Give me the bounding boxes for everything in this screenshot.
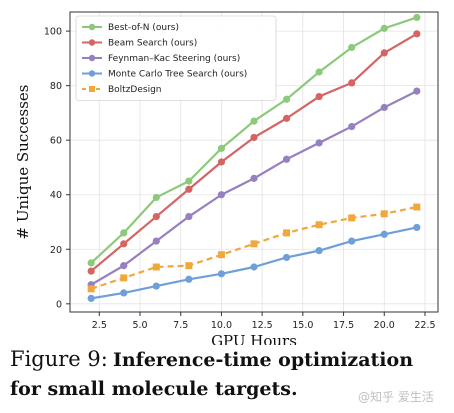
legend-marker [89,86,95,92]
data-point [120,262,128,270]
data-point [348,122,356,131]
legend-label: Best-of-N (ours) [108,23,179,33]
data-point [380,230,388,238]
y-tick-label: 60 [50,136,62,147]
data-point [185,275,193,283]
legend: Best-of-N (ours) Beam Search (ours) Feynma… [75,15,277,101]
y-axis-label: # Unique Successes [14,85,32,240]
data-point [413,13,421,22]
data-point [315,139,323,147]
x-tick-label: 17.5 [333,320,354,331]
plot-frame [69,11,439,313]
series-3 [87,223,421,302]
data-point [413,87,421,95]
x-axis-label: GPU Hours [211,332,297,345]
data-point [250,174,258,182]
data-point [380,49,388,57]
data-point [185,185,193,193]
data-point [120,274,128,282]
data-point [282,155,291,163]
x-tick-label: 2.5 [92,320,107,331]
data-point [87,267,95,275]
x-tick-label: 15.0 [292,320,313,331]
data-point [315,92,323,101]
legend-label: Beam Search (ours) [108,39,197,49]
y-axis-ticks: 0 20 40 60 80 100 [44,27,70,310]
data-point [87,259,95,267]
data-point [413,223,421,232]
y-tick-label: 20 [50,245,62,256]
data-point [120,240,128,248]
legend-label: Feynman–Kac Steering (ours) [108,54,240,64]
series-line [90,205,418,290]
x-tick-label: 5.0 [132,320,147,331]
data-point [315,221,323,229]
data-point [185,212,193,221]
data-point [315,68,323,76]
legend-marker [88,70,96,77]
data-point [250,117,258,125]
x-tick-label: 22.5 [414,320,435,331]
legend-marker [88,23,96,31]
data-point [348,43,356,52]
data-point [315,247,323,255]
y-tick-label: 40 [50,190,62,201]
data-point [348,79,356,87]
x-tick-label: 20.0 [374,320,395,331]
data-point [217,158,226,166]
data-point [380,24,388,32]
y-tick-label: 0 [56,299,62,310]
data-point [152,282,160,290]
data-point [152,237,160,245]
data-point [282,114,291,122]
data-point [152,193,160,202]
data-point [283,229,291,237]
caption-figure-number: Figure 9: [10,347,108,371]
line-chart: 2.5 5.0 7.5 10.0 12.5 15.0 17.5 20.0 22.5 0 20 40 6… [14,11,439,345]
series-1 [87,30,421,275]
legend-label: Monte Carlo Tree Search (ours) [108,70,247,80]
series-group [87,13,421,302]
series-0 [87,13,421,267]
x-tick-label: 7.5 [173,320,188,331]
data-point [185,262,193,270]
y-tick-label: 80 [50,81,62,92]
data-point [380,103,388,112]
legend-box [75,15,277,101]
data-point [152,263,160,271]
data-point [413,30,421,38]
x-tick-label: 10.0 [211,320,232,331]
data-point [87,285,95,293]
x-axis-ticks: 2.5 5.0 7.5 10.0 12.5 15.0 17.5 20.0 22.5 [92,312,436,331]
figure-caption: Figure 9: Inference-time optimization fo… [10,345,450,404]
data-point [87,294,95,302]
data-point [152,212,160,221]
data-point [217,270,226,278]
data-point [413,203,421,211]
legend-marker [88,39,96,46]
caption-title: Inference-time optimization for small mo… [10,349,414,400]
data-point [348,237,356,245]
data-point [185,177,193,185]
legend-marker [88,54,96,62]
data-point [282,253,291,262]
x-tick-label: 12.5 [252,320,273,331]
data-point [217,251,225,259]
data-point [380,210,388,218]
legend-label: BoltzDesign [108,85,162,95]
data-point [250,133,258,142]
data-point [282,95,291,103]
y-tick-label: 100 [44,27,62,38]
data-point [348,214,356,222]
series-4 [87,203,421,293]
data-point [217,144,226,152]
data-point [250,240,258,248]
data-point [120,229,128,237]
data-point [120,289,128,297]
data-point [217,191,226,199]
data-point [250,263,258,271]
watermark: @知乎 爱生活 [358,390,434,404]
